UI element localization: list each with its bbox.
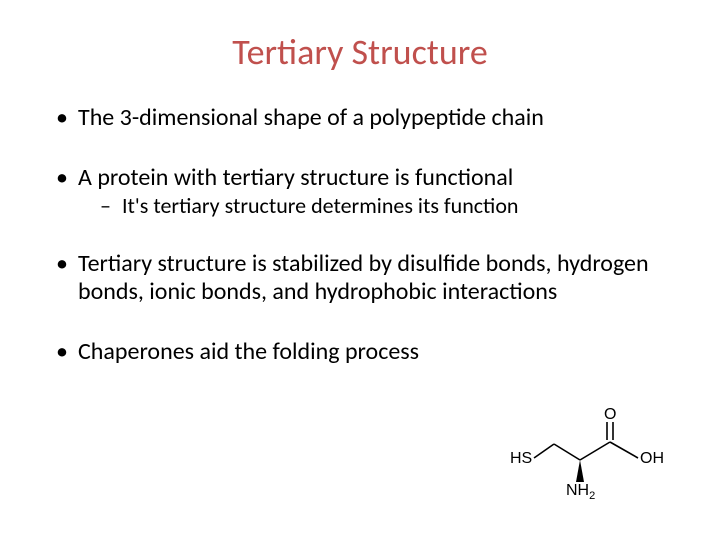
bullet-text: The 3-dimensional shape of a polypeptide…	[78, 103, 544, 132]
molecule-diagram: HS O OH NH2	[510, 410, 690, 510]
bullet-text: A protein with tertiary structure is fun…	[78, 163, 513, 192]
molecule-label-hs: HS	[510, 450, 532, 468]
bullet-text: Chaperones aid the folding process	[78, 337, 419, 366]
slide: Tertiary Structure The 3-dimensional sha…	[0, 0, 720, 540]
slide-title: Tertiary Structure	[50, 30, 670, 74]
slide-content: The 3-dimensional shape of a polypeptide…	[50, 104, 670, 365]
molecule-label-nh2: NH2	[566, 482, 595, 502]
bullet-list: The 3-dimensional shape of a polypeptide…	[50, 104, 670, 365]
molecule-label-oh: OH	[640, 450, 664, 468]
bullet-item: A protein with tertiary structure is fun…	[50, 164, 670, 219]
bullet-text: Tertiary structure is stabilized by disu…	[78, 249, 649, 306]
sub-bullet-item: It's tertiary structure determines its f…	[98, 193, 670, 218]
molecule-label-o: O	[604, 406, 616, 424]
bullet-item: Tertiary structure is stabilized by disu…	[50, 250, 670, 305]
bullet-item: The 3-dimensional shape of a polypeptide…	[50, 104, 670, 132]
bullet-item: Chaperones aid the folding process	[50, 338, 670, 366]
sub-bullet-list: It's tertiary structure determines its f…	[78, 193, 670, 218]
sub-bullet-text: It's tertiary structure determines its f…	[122, 192, 518, 219]
